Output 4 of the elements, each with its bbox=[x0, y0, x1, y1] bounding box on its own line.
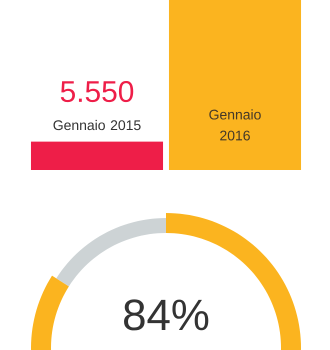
x-tick-label: Gennaio 2015 bbox=[53, 120, 141, 130]
x-tick-label: Gennaio 2016 bbox=[209, 109, 261, 140]
data-label: 5.550 bbox=[60, 80, 134, 102]
data-label: 84% bbox=[124, 299, 208, 330]
